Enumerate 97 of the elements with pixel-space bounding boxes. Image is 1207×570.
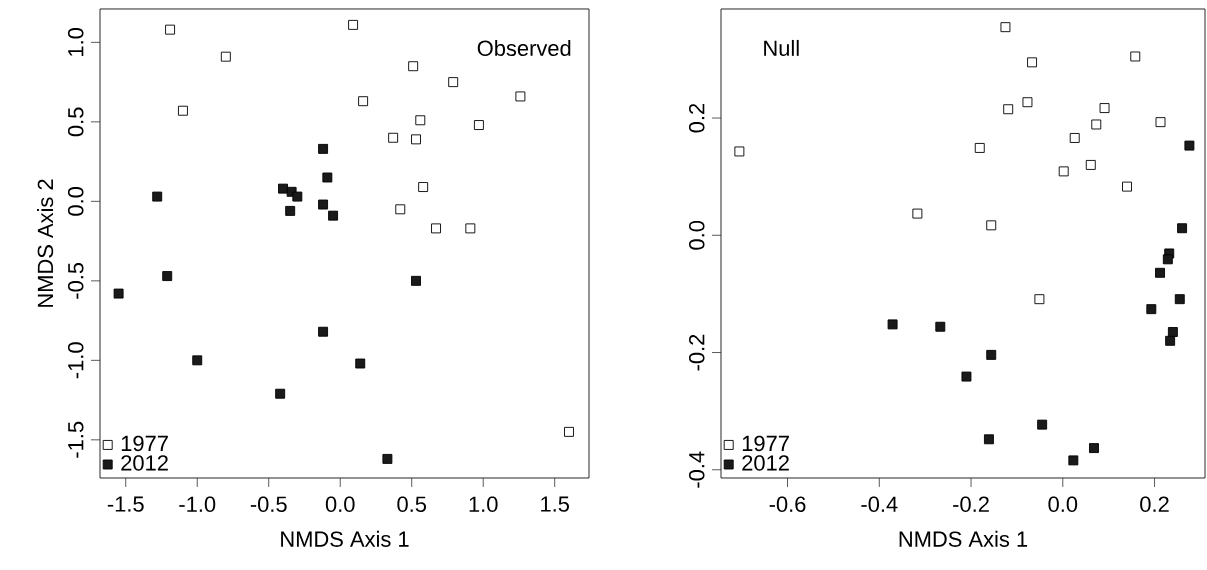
point — [1037, 419, 1048, 430]
x-axis-title: NMDS Axis 1 — [899, 530, 1028, 547]
point — [415, 115, 426, 126]
point — [1085, 159, 1096, 170]
point — [961, 371, 972, 382]
point — [1177, 223, 1188, 234]
point — [1174, 294, 1185, 305]
x-tick-label: 0.0 — [325, 496, 355, 513]
point — [1130, 51, 1141, 62]
point — [1027, 57, 1037, 68]
x-tick-label: 1.5 — [541, 496, 570, 512]
point — [564, 426, 574, 437]
y-tick-label: 0.5 — [67, 107, 84, 137]
point — [1089, 443, 1099, 454]
y-tick-label: -1.0 — [67, 342, 84, 379]
point — [408, 61, 419, 72]
point — [348, 19, 359, 30]
annotation: Observed — [477, 39, 571, 57]
point — [431, 223, 441, 234]
point — [318, 143, 329, 154]
legend-label: 1977 — [121, 435, 168, 452]
y-tick-label: 1.0 — [67, 28, 84, 56]
y-tick-label: 0.0 — [688, 220, 705, 250]
point — [1165, 335, 1176, 346]
x-tick-label: 0.0 — [1048, 496, 1078, 513]
point — [418, 182, 429, 192]
point — [1000, 22, 1011, 33]
legend-label: 1977 — [742, 435, 789, 452]
point — [1058, 166, 1069, 177]
point — [1167, 327, 1178, 337]
point — [113, 288, 124, 299]
point — [328, 210, 339, 221]
point — [515, 91, 526, 102]
point — [411, 275, 421, 286]
point — [395, 204, 406, 215]
point — [382, 453, 393, 464]
point — [1003, 104, 1014, 115]
point — [152, 191, 163, 202]
point — [177, 105, 188, 116]
point — [388, 132, 399, 143]
point — [1069, 133, 1080, 143]
point — [358, 96, 369, 107]
y-tick-label: 0.0 — [67, 186, 84, 216]
x-tick-label: -1.0 — [179, 496, 216, 513]
point — [986, 220, 997, 231]
point — [1146, 304, 1157, 315]
x-tick-label: -0.2 — [953, 496, 989, 513]
legend-label: 2012 — [742, 455, 789, 471]
point — [448, 77, 459, 88]
x-tick-label: -0.6 — [769, 496, 806, 513]
point — [275, 388, 286, 399]
point — [411, 134, 421, 145]
point — [983, 434, 994, 445]
y-tick-label: -0.2 — [688, 334, 705, 371]
point — [1091, 119, 1102, 130]
point — [292, 191, 303, 202]
point — [465, 223, 476, 234]
point — [986, 349, 997, 360]
point — [1022, 97, 1033, 108]
point — [1099, 103, 1110, 114]
point — [1155, 117, 1166, 128]
point — [165, 24, 176, 35]
point — [162, 271, 173, 282]
annotation: Null — [764, 39, 799, 57]
point — [912, 208, 923, 219]
y-tick-label: -0.4 — [688, 451, 705, 488]
y-tick-label: -1.5 — [68, 421, 84, 458]
x-tick-label: -0.5 — [250, 496, 287, 513]
point — [1122, 181, 1132, 192]
x-axis-title: NMDS Axis 1 — [281, 530, 409, 547]
point — [473, 120, 484, 130]
point — [285, 205, 296, 216]
point — [192, 355, 203, 366]
x-tick-label: 1.0 — [469, 496, 498, 513]
point — [355, 358, 366, 369]
point — [935, 321, 946, 332]
point — [318, 199, 329, 210]
point — [220, 51, 231, 62]
y-tick-label: -0.5 — [67, 262, 84, 299]
point — [974, 142, 985, 153]
point — [1184, 140, 1195, 151]
x-tick-label: 0.2 — [1140, 496, 1169, 513]
x-tick-label: -1.5 — [107, 496, 144, 512]
point — [1068, 455, 1079, 466]
y-tick-label: 0.2 — [688, 103, 705, 133]
legend-label: 2012 — [121, 455, 168, 471]
point — [1034, 294, 1045, 305]
point — [734, 146, 745, 157]
y-axis-title: NMDS Axis 2 — [37, 179, 54, 307]
point — [322, 172, 333, 183]
point — [318, 326, 329, 337]
point — [1155, 267, 1165, 278]
x-tick-label: -0.4 — [861, 496, 898, 513]
point — [1162, 254, 1173, 265]
x-tick-label: 0.5 — [397, 496, 427, 513]
point — [887, 319, 898, 330]
point — [278, 183, 288, 194]
